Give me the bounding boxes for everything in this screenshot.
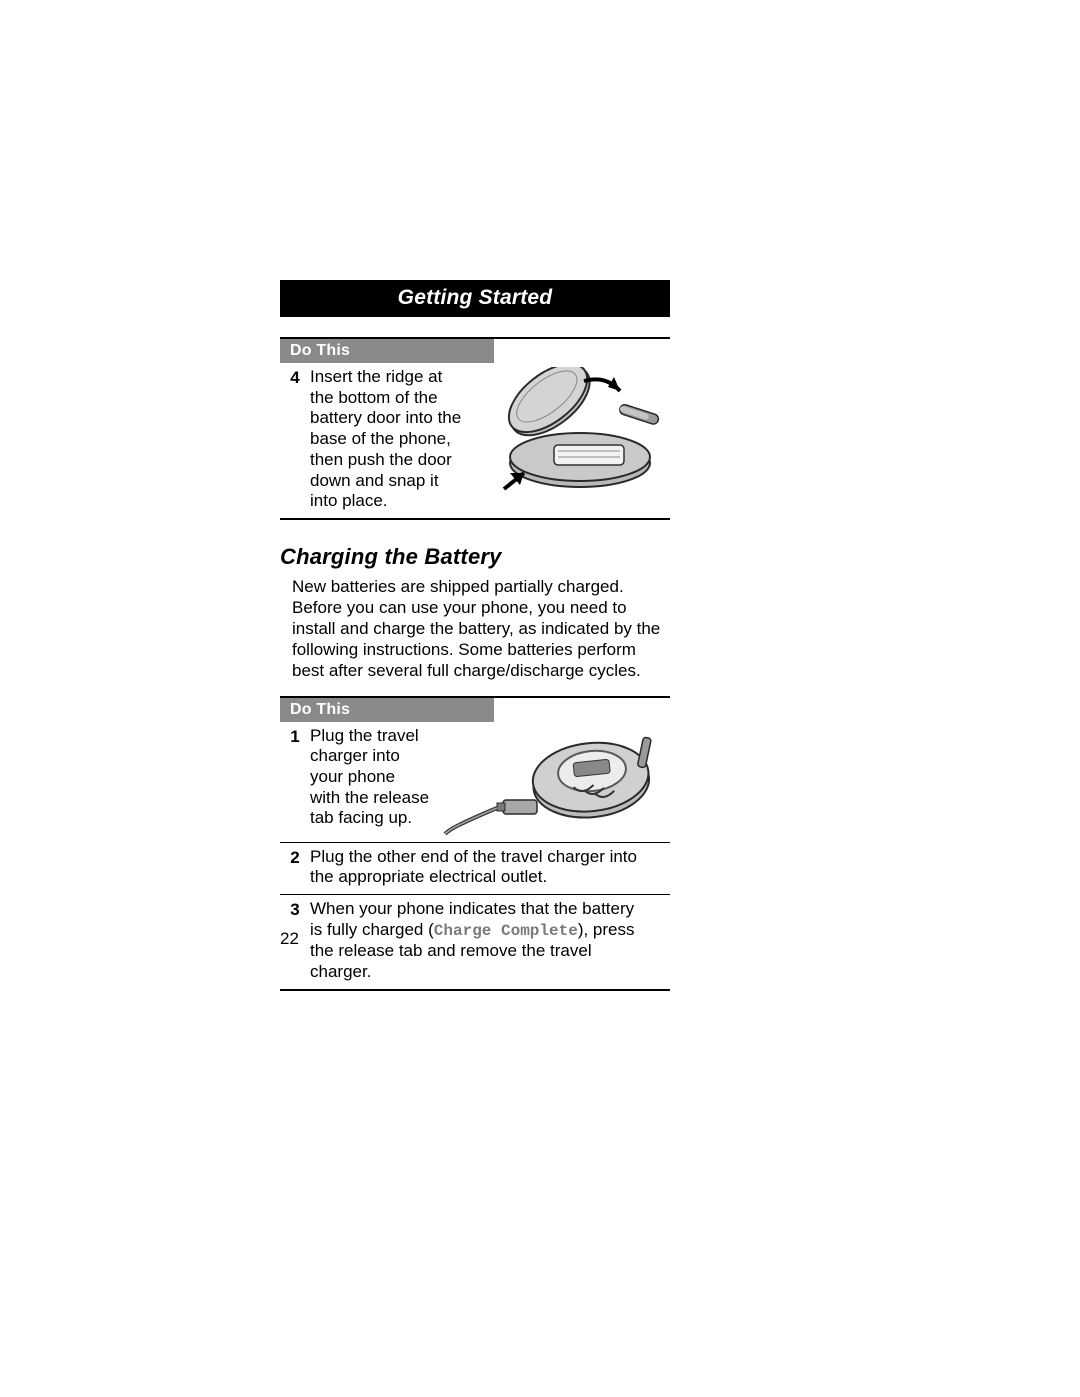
table-header-label: Do This (280, 698, 494, 722)
battery-door-illustration (470, 367, 670, 495)
section-heading: Charging the Battery (280, 544, 670, 570)
page-number: 22 (280, 929, 299, 949)
step-text: Plug the travel charger into your phone … (310, 726, 436, 830)
charge-complete-label: Charge Complete (434, 922, 578, 940)
step-text: Plug the other end of the travel charger… (310, 847, 646, 888)
step-text: When your phone indicates that the batte… (310, 899, 646, 983)
step-number: 2 (280, 847, 310, 868)
do-this-table-2: Do This 1 Plug the travel charger into y… (280, 696, 670, 991)
step-number: 4 (280, 367, 310, 388)
step-text: Insert the ridge at the bottom of the ba… (310, 367, 470, 512)
table-row: 4 Insert the ridge at the bottom of the … (280, 363, 670, 518)
table-row: 2 Plug the other end of the travel charg… (280, 842, 670, 894)
charger-illustration (436, 726, 670, 836)
step-number: 3 (280, 899, 310, 920)
section-paragraph: New batteries are shipped partially char… (292, 576, 670, 681)
table-row: 3 When your phone indicates that the bat… (280, 894, 670, 989)
chapter-header: Getting Started (280, 280, 670, 317)
do-this-table-1: Do This 4 Insert the ridge at the bottom… (280, 337, 670, 520)
table-row: 1 Plug the travel charger into your phon… (280, 722, 670, 842)
step-number: 1 (280, 726, 310, 747)
table-header-label: Do This (280, 339, 494, 363)
